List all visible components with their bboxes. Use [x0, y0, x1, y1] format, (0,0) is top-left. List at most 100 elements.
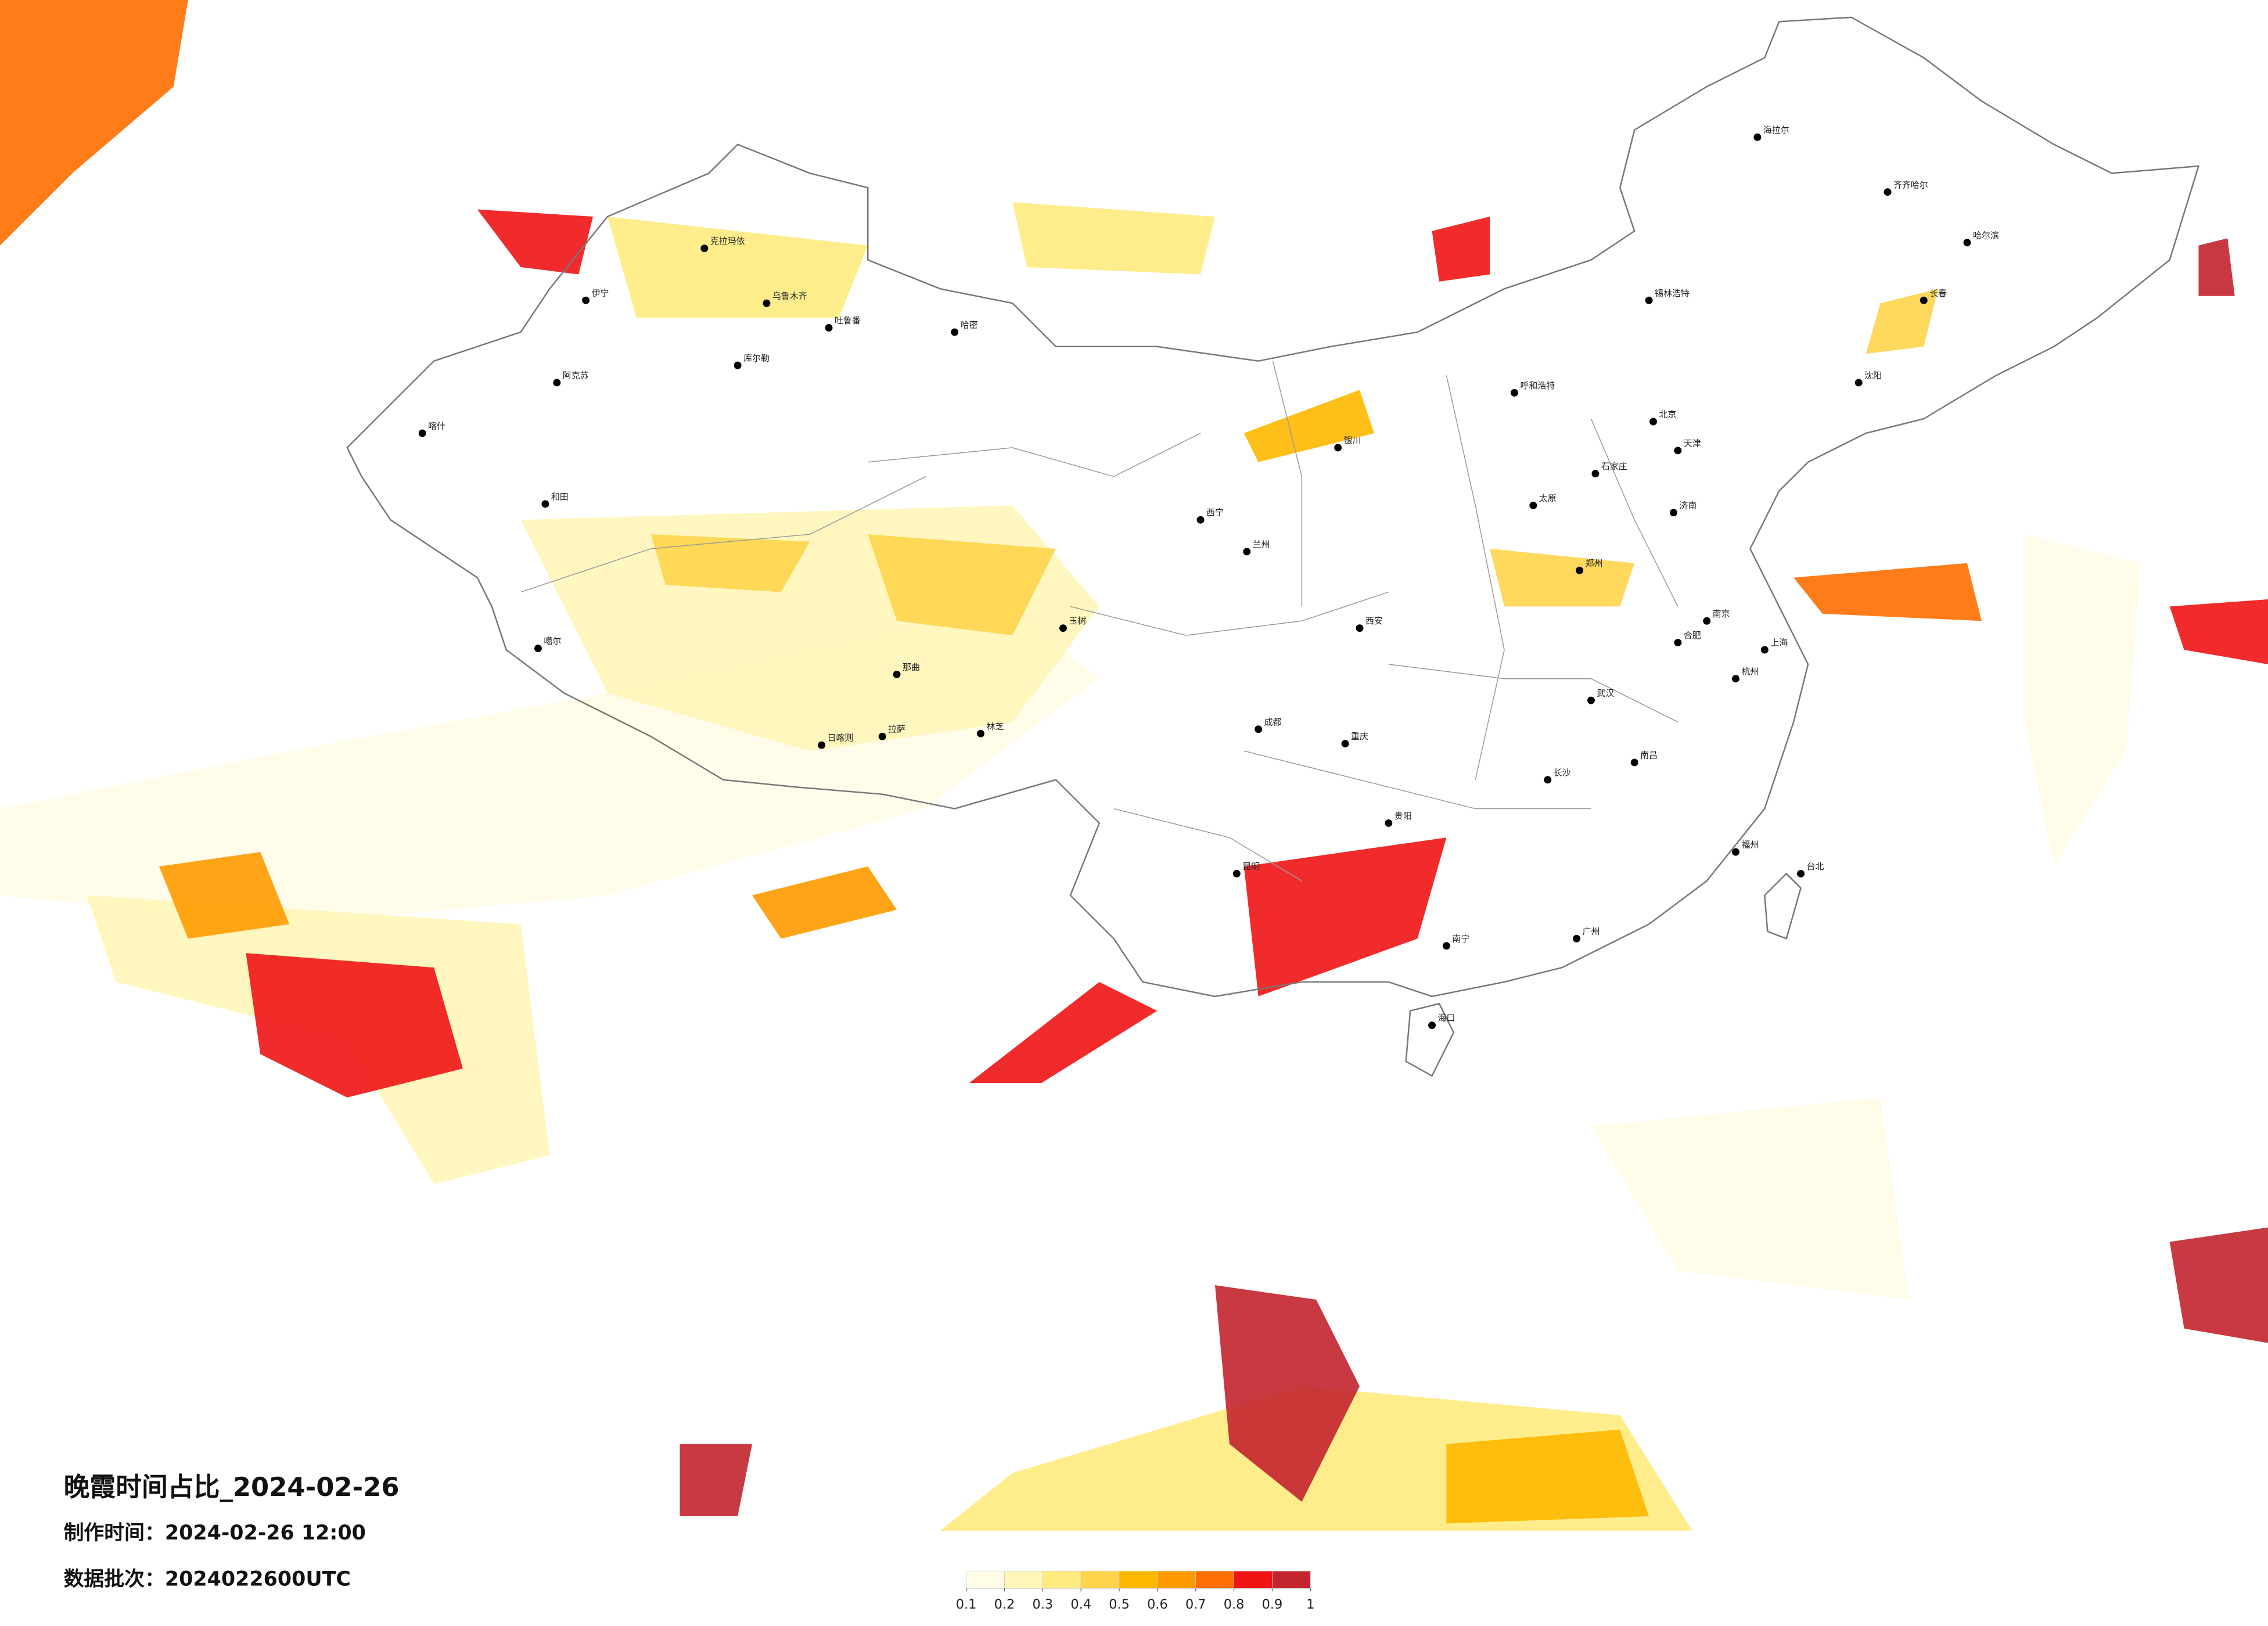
city-dot — [1587, 696, 1595, 704]
country-outline — [346, 16, 2200, 998]
city-label: 海拉尔 — [1763, 125, 1789, 135]
city-dot — [1544, 776, 1552, 784]
city-dot — [1920, 296, 1928, 304]
colorbar-bin — [1157, 1571, 1196, 1589]
island-outline — [1405, 872, 1802, 1077]
city-label: 克拉玛依 — [710, 236, 745, 246]
city-dot — [1884, 188, 1892, 196]
city-label: 那曲 — [903, 662, 920, 672]
city-label: 拉萨 — [888, 724, 905, 735]
city-label: 喀什 — [428, 421, 445, 431]
city-dot — [1356, 624, 1364, 632]
city-dot — [825, 324, 833, 332]
heat-region — [159, 852, 897, 939]
city-label: 广州 — [1583, 926, 1600, 937]
city-dot — [582, 296, 590, 304]
city-label: 福州 — [1741, 840, 1759, 850]
batch: 数据批次：2024022600UTC — [64, 1567, 351, 1591]
city-label: 台北 — [1807, 861, 1824, 872]
city-label: 石家庄 — [1601, 461, 1627, 472]
city-dot — [734, 361, 742, 369]
city-label: 成都 — [1264, 717, 1282, 727]
heat-region — [650, 534, 1056, 636]
heat-region — [1591, 534, 2141, 1300]
colorbar: 0.1 0.2 0.3 0.4 0.5 0.6 0.7 0.8 0.9 1 — [956, 1571, 1314, 1612]
city-dot — [1334, 444, 1342, 452]
city-label: 太原 — [1539, 493, 1557, 503]
colorbar-tick-label: 0.6 — [1147, 1597, 1168, 1612]
city-label: 北京 — [1659, 409, 1677, 420]
colorbar-bin — [1272, 1571, 1311, 1589]
colorbar-tick-label: 0.5 — [1109, 1597, 1130, 1612]
colorbar-bin — [1234, 1571, 1273, 1589]
city-dot — [1255, 725, 1263, 733]
city-dot — [1428, 1021, 1436, 1030]
city-label: 呼和浩特 — [1520, 380, 1555, 391]
colorbar-tick-label: 1 — [1306, 1597, 1314, 1612]
city-label: 上海 — [1770, 638, 1788, 648]
city-label: 济南 — [1679, 500, 1696, 510]
city-label: 哈尔滨 — [1973, 230, 1999, 240]
city-dot — [553, 379, 561, 387]
city-dot — [1669, 509, 1677, 517]
city-dot — [700, 244, 709, 253]
city-dot — [534, 645, 542, 652]
colorbar-tick-label: 0.8 — [1224, 1597, 1245, 1612]
city-label: 玉树 — [1069, 616, 1086, 626]
city-label: 合肥 — [1684, 630, 1701, 641]
map-title: 晚霞时间占比_2024-02-26 — [64, 1472, 400, 1502]
city-dot — [1385, 819, 1393, 827]
city-dot — [1630, 758, 1638, 767]
city-label: 日喀则 — [828, 733, 854, 743]
city-label: 和田 — [551, 491, 569, 502]
city-dot — [1341, 740, 1349, 748]
city-label: 阿克苏 — [563, 370, 589, 381]
province-boundaries — [520, 361, 1678, 882]
city-dot — [1573, 934, 1581, 942]
city-label: 齐齐哈尔 — [1893, 179, 1928, 190]
colorbar-bin — [1004, 1571, 1043, 1589]
city-label: 锡林浩特 — [1655, 288, 1690, 298]
city-dot — [1529, 501, 1537, 509]
city-dot — [1576, 566, 1584, 574]
city-dot — [977, 729, 984, 738]
made-time: 制作时间：2024-02-26 12:00 — [64, 1521, 366, 1545]
city-label: 林芝 — [986, 721, 1004, 732]
city-label: 贵阳 — [1394, 811, 1412, 821]
city-dot — [541, 500, 549, 508]
heat-region — [246, 837, 1447, 1098]
city-label: 长春 — [1929, 288, 1947, 298]
city-label: 长沙 — [1554, 767, 1571, 778]
city-label: 南京 — [1713, 609, 1730, 619]
city-label: 哈密 — [961, 319, 978, 330]
city-label: 昆明 — [1242, 861, 1260, 872]
colorbar-tick-label: 0.2 — [994, 1597, 1015, 1612]
city-dot — [1511, 388, 1518, 397]
colorbar-bin — [1080, 1571, 1120, 1589]
colorbar-bin — [966, 1571, 1005, 1589]
city-label: 杭州 — [1741, 666, 1759, 677]
city-dot — [1732, 675, 1739, 683]
colorbar-bin — [1042, 1571, 1081, 1589]
city-label: 西安 — [1365, 616, 1383, 626]
city-label: 兰州 — [1253, 539, 1270, 549]
city-dot — [818, 741, 826, 749]
city-dot — [1243, 548, 1251, 556]
city-label: 库尔勒 — [743, 353, 770, 364]
colorbar-tick-label: 0.7 — [1185, 1597, 1206, 1612]
city-label: 乌鲁木齐 — [772, 291, 807, 301]
city-dot — [1591, 470, 1600, 478]
city-label: 银川 — [1344, 435, 1361, 445]
city-dot — [893, 670, 901, 678]
city-dot — [1059, 624, 1067, 632]
heat-region — [607, 202, 1215, 318]
city-dot — [1645, 296, 1653, 304]
city-dot — [1232, 869, 1241, 877]
city-dot — [1732, 848, 1739, 856]
city-dot — [1963, 239, 1971, 247]
colorbar-bin — [1119, 1571, 1158, 1589]
city-dot — [1649, 418, 1658, 426]
